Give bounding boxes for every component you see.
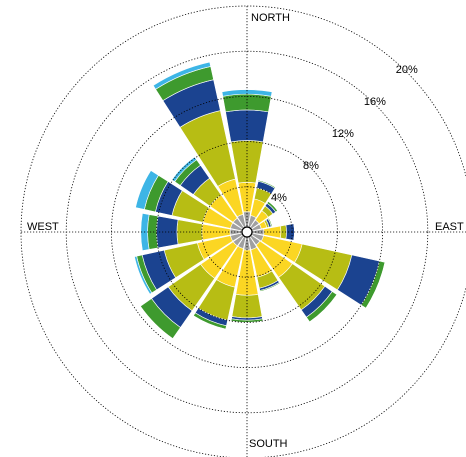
sector-segment — [152, 61, 212, 90]
grid-ring — [110, 95, 384, 369]
sector-segment — [140, 306, 173, 339]
r-tick-label: 12% — [332, 128, 354, 140]
sector-segment — [309, 294, 338, 323]
sector-segment — [135, 170, 159, 210]
direction-label: NORTH — [251, 12, 290, 24]
r-tick-label: 4% — [271, 192, 287, 204]
direction-label: SOUTH — [249, 438, 288, 450]
r-tick-label: 16% — [364, 96, 386, 108]
sector-segment — [230, 140, 264, 184]
sector-segment — [293, 223, 295, 241]
sector-segment — [221, 89, 273, 97]
sector-segment — [285, 223, 295, 241]
r-tick-label: 20% — [396, 64, 418, 76]
r-tick-label: 8% — [303, 160, 319, 172]
sector-segment — [268, 217, 273, 227]
calm-circle — [241, 226, 253, 238]
sector-segment — [171, 156, 198, 183]
sector-segment — [365, 262, 386, 309]
direction-label: EAST — [435, 221, 464, 233]
direction-label: WEST — [27, 221, 59, 233]
sector-segment — [134, 255, 153, 295]
grid-ring — [156, 141, 338, 323]
